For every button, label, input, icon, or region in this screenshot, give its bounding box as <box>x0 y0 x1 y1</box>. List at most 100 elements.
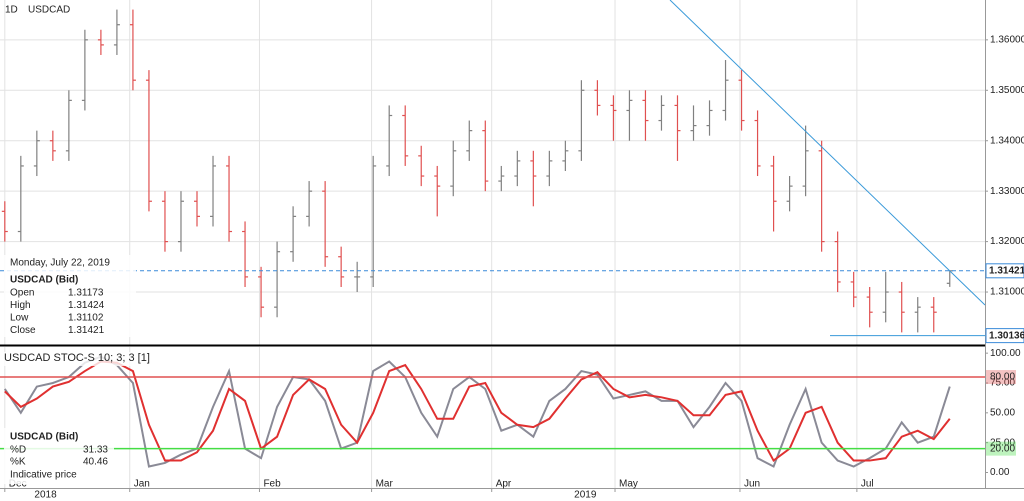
x-tick-label: Mar <box>376 479 394 490</box>
ohlc-bar <box>129 9 136 91</box>
stoch-legend-instrument: USDCAD (Bid) <box>10 432 78 443</box>
ohlc-bar <box>562 140 569 171</box>
ohlc-bar <box>866 286 873 328</box>
ohlc-bar <box>258 266 265 318</box>
stoch-line <box>3 355 951 468</box>
info-value: 1.31421 <box>68 325 105 336</box>
ohlc-bar <box>914 297 921 333</box>
ohlc-bar <box>290 206 297 262</box>
stoch-title-bg <box>4 352 204 366</box>
level-label: 20.00 <box>990 443 1015 454</box>
ohlc-bar <box>930 297 937 333</box>
grid <box>0 0 985 488</box>
ohlc-bar <box>594 80 601 116</box>
ohlc-bar <box>850 271 857 308</box>
ohlc-bar <box>690 105 697 141</box>
y-tick-label: 1.35000 <box>990 85 1024 96</box>
info-label: Close <box>10 325 36 336</box>
info-label: High <box>10 300 31 311</box>
ohlc-bar <box>514 150 521 187</box>
info-value: 1.31102 <box>68 313 104 324</box>
ohlc-bar <box>466 120 473 161</box>
info-box <box>4 255 136 337</box>
ohlc-bar <box>674 95 681 161</box>
ohlc-bar <box>754 110 761 177</box>
x-tick-label: Jul <box>861 479 874 490</box>
level-box <box>986 370 1016 385</box>
y-tick-label: 75.00 <box>990 378 1015 389</box>
ohlc-bar <box>738 70 745 131</box>
ohlc-bar <box>322 181 329 267</box>
stoch-legend-box <box>4 428 114 484</box>
ohlc-bar <box>498 165 505 192</box>
support-label: 1.30136 <box>989 330 1024 341</box>
legend-name: %K <box>10 457 26 468</box>
ohlc-bar <box>434 165 441 217</box>
y-tick-label: 50.00 <box>990 407 1015 418</box>
legend-value: 31.33 <box>83 445 108 456</box>
info-value: 1.31424 <box>68 300 105 311</box>
ohlc-bar <box>882 271 889 323</box>
ohlc-bar <box>306 181 313 227</box>
ohlc-bar <box>706 100 713 136</box>
legend-value: 40.46 <box>83 457 108 468</box>
ohlc-bar <box>530 150 537 207</box>
ohlc-bar <box>242 221 249 287</box>
trend-line <box>669 0 986 306</box>
y-tick-label: 1.34000 <box>990 135 1024 146</box>
x-tick-label: Feb <box>263 479 281 490</box>
ohlc-bar <box>770 155 777 232</box>
x-tick-label: May <box>619 479 638 490</box>
ohlc-bar <box>802 125 809 197</box>
info-label: Low <box>10 313 29 324</box>
x-tick-label: Apr <box>496 479 512 490</box>
ohlc-bar <box>834 231 841 293</box>
ohlc-bar <box>81 29 88 111</box>
stoch-legend-note: Indicative price <box>10 470 77 481</box>
level-label: 80.00 <box>990 372 1015 383</box>
marks <box>1 9 953 468</box>
ohlc-bar <box>610 95 617 141</box>
y-tick-label: 25.00 <box>990 437 1015 448</box>
ohlc-bar <box>386 105 393 177</box>
year-label: 2018 <box>34 490 57 501</box>
ohlc-bar <box>33 130 40 177</box>
ohlc-bar <box>450 140 457 197</box>
ohlc-bar <box>274 241 281 318</box>
ohlc-bar <box>786 176 793 212</box>
info-value: 1.31173 <box>68 288 104 299</box>
ohlc-bar <box>145 70 152 212</box>
support-box <box>985 328 1024 344</box>
y-tick-label: 100.00 <box>990 348 1021 359</box>
ohlc-bar <box>626 90 633 141</box>
ohlc-bar <box>818 140 825 252</box>
chart-title: USDCAD <box>28 5 70 16</box>
x-tick-label: Dec <box>9 479 27 490</box>
info-date: Monday, July 22, 2019 <box>10 258 110 269</box>
last-price-box <box>985 263 1024 279</box>
ohlc-bar <box>338 246 345 287</box>
last-price-label: 1.31421 <box>989 265 1024 276</box>
info-label: Open <box>10 288 34 299</box>
timeframe: 1D <box>5 5 18 16</box>
y-tick-label: 0.00 <box>990 467 1010 478</box>
ohlc-bar <box>402 105 409 166</box>
y-tick-label: 1.32000 <box>990 236 1024 247</box>
ohlc-bar <box>161 191 168 252</box>
ohlc-bar <box>1 201 8 242</box>
ohlc-bar <box>194 191 200 227</box>
ohlc-bar <box>898 281 905 333</box>
ohlc-bar <box>370 155 377 287</box>
ohlc-bar <box>722 60 729 121</box>
ohlc-bar <box>658 95 665 131</box>
ohlc-bar <box>113 9 120 55</box>
info-instrument: USDCAD (Bid) <box>10 275 78 286</box>
ohlc-bar <box>49 130 56 161</box>
ohlc-bar <box>226 155 233 242</box>
y-tick-label: 1.31000 <box>990 287 1024 298</box>
stoch-title: USDCAD STOC-S 10; 3; 3 [1] <box>4 352 150 364</box>
ohlc-bar <box>177 191 184 252</box>
ohlc-bar <box>65 90 72 161</box>
